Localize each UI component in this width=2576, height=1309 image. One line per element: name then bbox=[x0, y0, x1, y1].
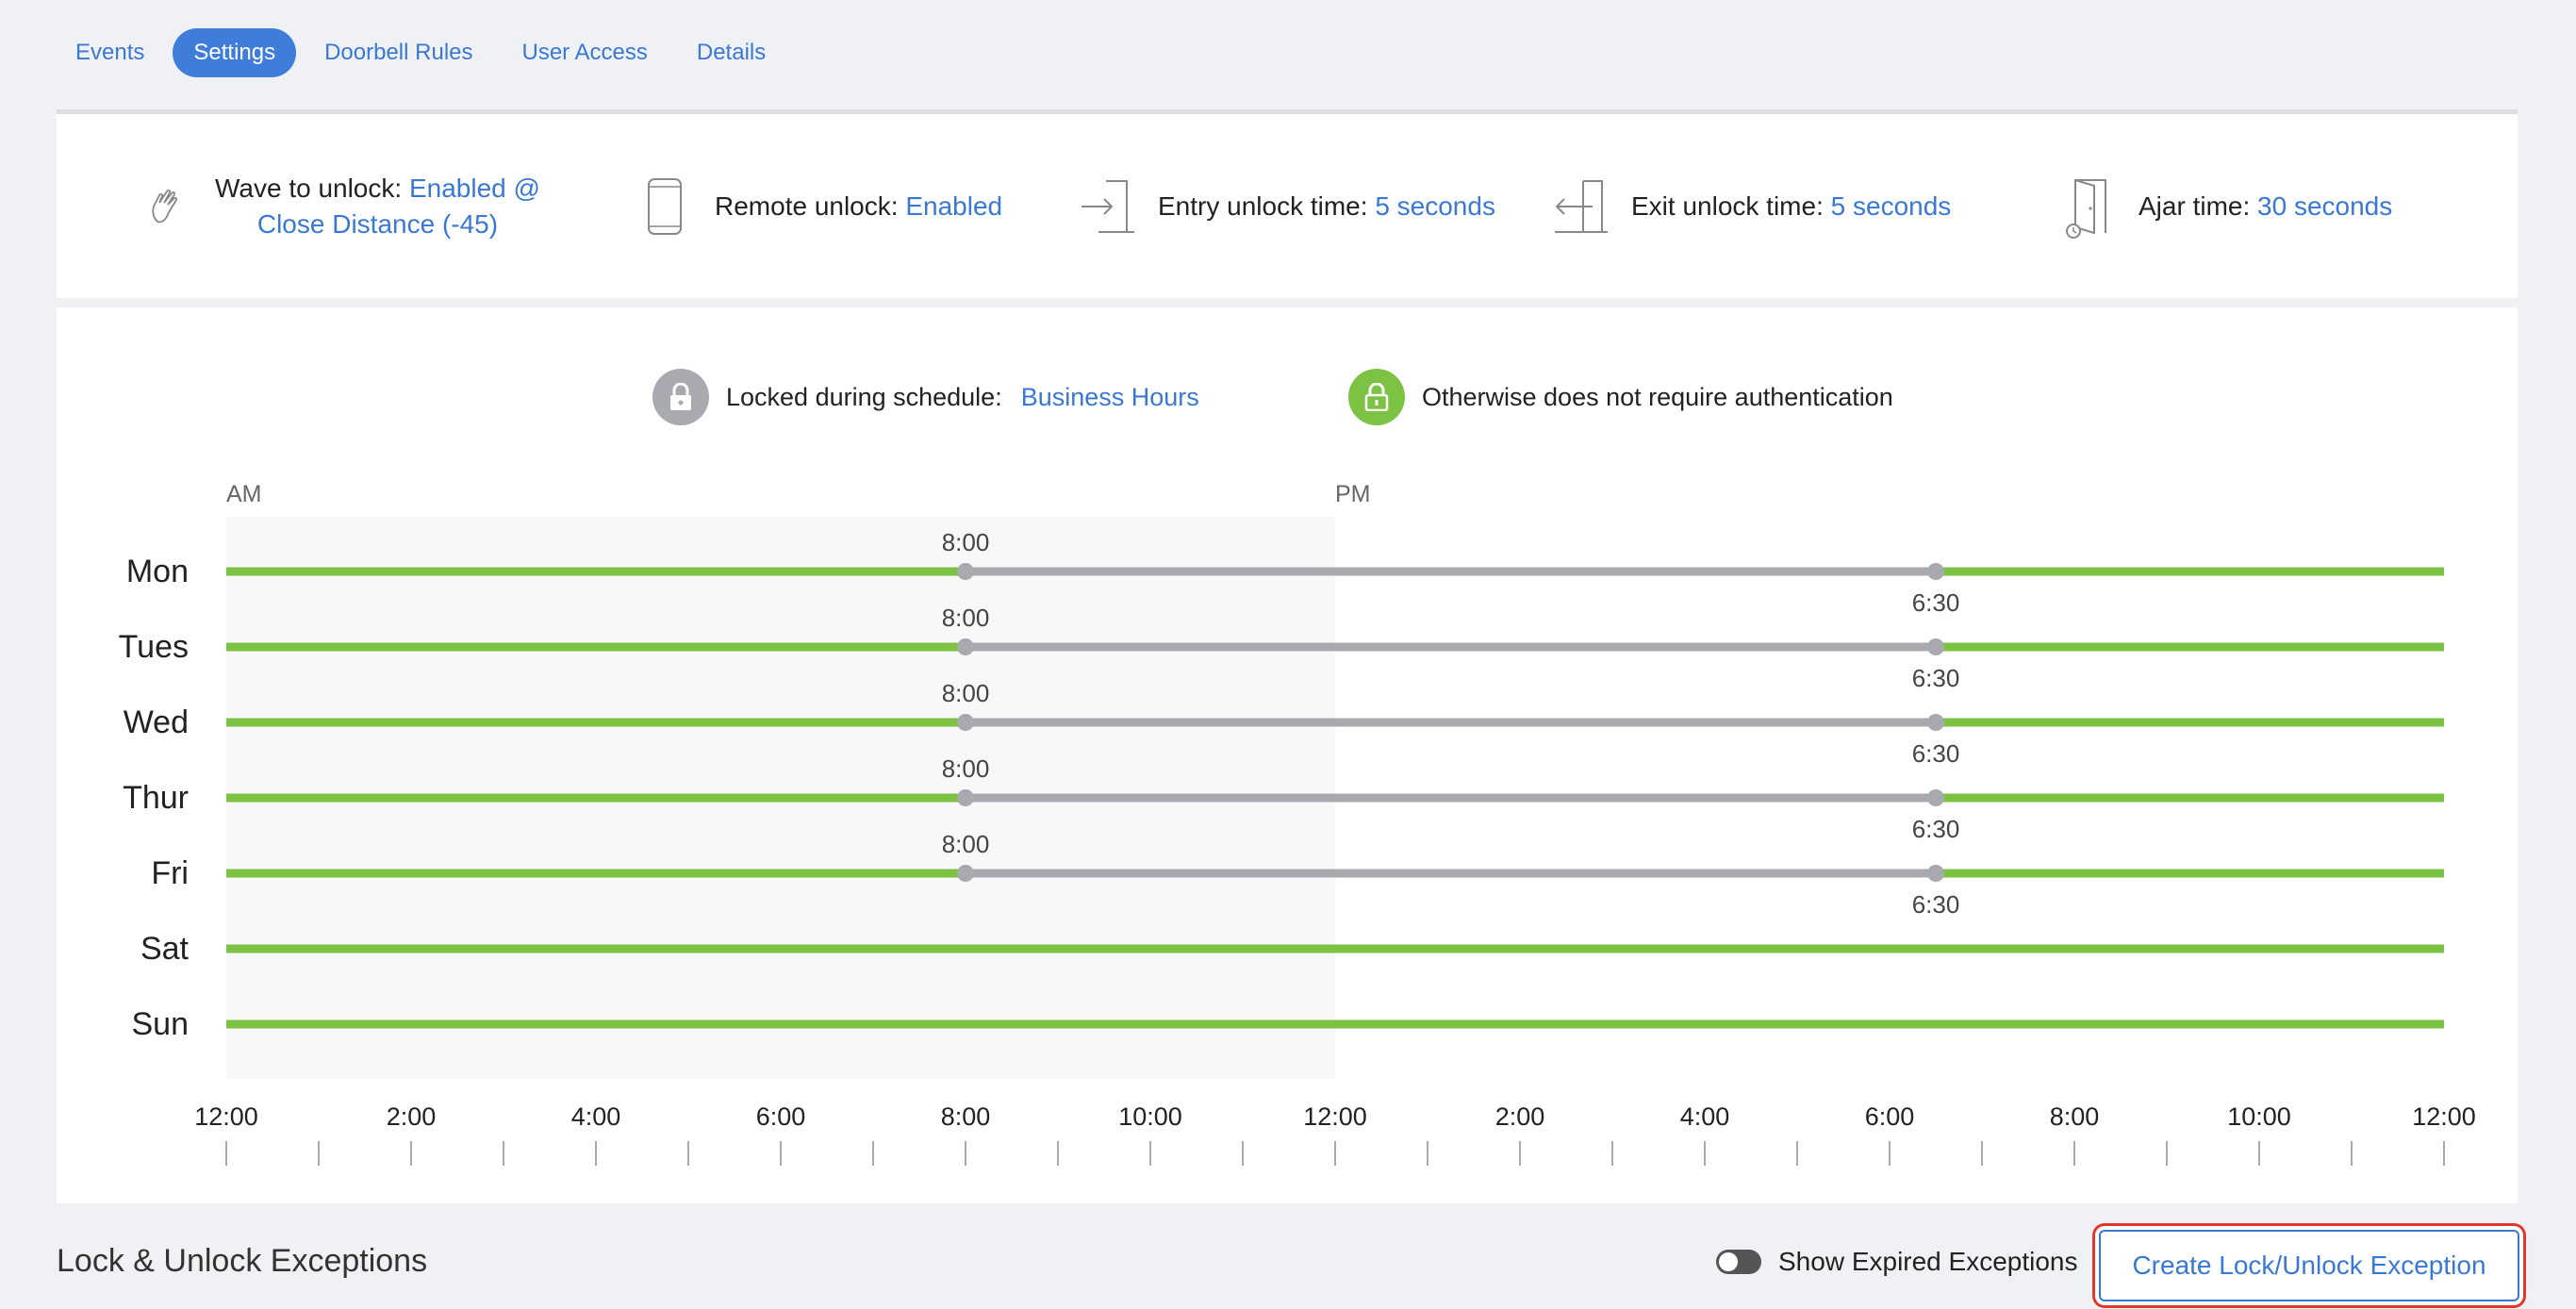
exit-label: Exit unlock time: bbox=[1631, 191, 1824, 221]
schedule-chart-svg: AM PM Mon 8:00 6:30 Tues 8:00 6:30 Wed 8:00 6:30 Th… bbox=[119, 481, 2476, 1166]
tab-settings[interactable]: Settings bbox=[173, 28, 297, 77]
lock-end-label: 6:30 bbox=[1912, 739, 1960, 768]
weekly-schedule-chart: AM PM Mon 8:00 6:30 Tues 8:00 6:30 Wed 8:00 6:30 Th… bbox=[57, 307, 2518, 1203]
x-tick-label: 8:00 bbox=[2050, 1102, 2100, 1131]
remote-label: Remote unlock: bbox=[715, 191, 899, 221]
wave-value-line2[interactable]: Close Distance (-45) bbox=[256, 208, 499, 239]
phone-icon bbox=[632, 174, 698, 240]
x-tick-label: 10:00 bbox=[2227, 1102, 2291, 1131]
create-exception-button[interactable]: Create Lock/Unlock Exception bbox=[2099, 1230, 2519, 1301]
lock-end-handle bbox=[1927, 563, 1944, 580]
wave-value-line1[interactable]: Enabled @ bbox=[408, 173, 540, 203]
locked-legend-item: Locked during schedule: Business Hours bbox=[652, 364, 1199, 430]
wave-label: Wave to unlock: bbox=[215, 173, 403, 203]
ajar-label: Ajar time: bbox=[2138, 191, 2251, 221]
lock-start-label: 8:00 bbox=[942, 528, 990, 556]
day-label-thur: Thur bbox=[123, 780, 189, 816]
locked-legend-label: Locked during schedule: bbox=[726, 382, 1002, 411]
lock-start-label: 8:00 bbox=[942, 679, 990, 707]
ajar-value[interactable]: 30 seconds bbox=[2257, 191, 2393, 221]
tab-doorbell-rules[interactable]: Doorbell Rules bbox=[324, 40, 473, 65]
x-tick-label: 4:00 bbox=[1680, 1102, 1730, 1131]
tab-details[interactable]: Details bbox=[696, 40, 767, 65]
remote-unlock-setting: Remote unlock: Enabled bbox=[632, 114, 1002, 298]
door-exit-icon bbox=[1548, 174, 1614, 240]
lock-start-handle bbox=[957, 865, 974, 882]
day-label-mon: Mon bbox=[126, 554, 189, 589]
exit-unlock-setting: Exit unlock time: 5 seconds bbox=[1548, 114, 1951, 298]
lock-start-handle bbox=[957, 638, 974, 655]
exceptions-title: Lock & Unlock Exceptions bbox=[57, 1243, 428, 1279]
entry-value[interactable]: 5 seconds bbox=[1375, 191, 1495, 221]
x-tick-label: 6:00 bbox=[1865, 1102, 1915, 1131]
lock-start-label: 8:00 bbox=[942, 830, 990, 858]
lock-end-handle bbox=[1927, 789, 1944, 806]
lock-end-label: 6:30 bbox=[1912, 890, 1960, 919]
x-tick-label: 2:00 bbox=[1495, 1102, 1545, 1131]
lock-start-handle bbox=[957, 789, 974, 806]
x-tick-label: 12:00 bbox=[194, 1102, 258, 1131]
show-expired-toggle[interactable] bbox=[1716, 1250, 1761, 1274]
day-label-sat: Sat bbox=[140, 931, 190, 967]
entry-unlock-setting: Entry unlock time: 5 seconds bbox=[1075, 114, 1495, 298]
ajar-time-setting: Ajar time: 30 seconds bbox=[2056, 114, 2392, 298]
schedule-name-link[interactable]: Business Hours bbox=[1020, 382, 1199, 411]
lock-start-handle bbox=[957, 714, 974, 731]
exit-value[interactable]: 5 seconds bbox=[1830, 191, 1952, 221]
tab-events[interactable]: Events bbox=[75, 40, 145, 65]
wave-hand-icon bbox=[132, 174, 198, 240]
x-tick-label: 4:00 bbox=[571, 1102, 621, 1131]
pm-label: PM bbox=[1335, 481, 1371, 507]
wave-to-unlock-setting: Wave to unlock: Enabled @ Close Distance… bbox=[132, 114, 540, 298]
lock-start-label: 8:00 bbox=[942, 604, 990, 632]
lock-end-handle bbox=[1927, 638, 1944, 655]
lock-end-label: 6:30 bbox=[1912, 815, 1960, 843]
door-settings-card: Wave to unlock: Enabled @ Close Distance… bbox=[57, 109, 2518, 298]
lock-end-label: 6:30 bbox=[1912, 664, 1960, 692]
tab-user-access[interactable]: User Access bbox=[521, 40, 648, 65]
entry-label: Entry unlock time: bbox=[1158, 191, 1368, 221]
day-label-fri: Fri bbox=[151, 855, 189, 891]
x-tick-label: 6:00 bbox=[756, 1102, 806, 1131]
lock-open-icon bbox=[1348, 369, 1405, 425]
show-expired-toggle-wrap: Show Expired Exceptions bbox=[1716, 1247, 2078, 1277]
day-label-tues: Tues bbox=[119, 629, 189, 665]
lock-start-label: 8:00 bbox=[942, 754, 990, 783]
lock-start-handle bbox=[957, 563, 974, 580]
door-entry-icon bbox=[1075, 174, 1141, 240]
lock-end-handle bbox=[1927, 714, 1944, 731]
unlocked-legend-label: Otherwise does not require authenticatio… bbox=[1422, 382, 1893, 411]
lock-schedule-card: Locked during schedule: Business Hours O… bbox=[57, 307, 2518, 1203]
lock-end-handle bbox=[1927, 865, 1944, 882]
day-label-wed: Wed bbox=[124, 704, 189, 740]
door-ajar-icon bbox=[2056, 174, 2122, 240]
am-label: AM bbox=[226, 481, 262, 507]
x-tick-label: 8:00 bbox=[941, 1102, 991, 1131]
x-tick-label: 2:00 bbox=[387, 1102, 437, 1131]
x-tick-label: 10:00 bbox=[1118, 1102, 1182, 1131]
lock-closed-icon bbox=[652, 369, 709, 425]
lock-end-label: 6:30 bbox=[1912, 588, 1960, 617]
unlocked-legend-item: Otherwise does not require authenticatio… bbox=[1348, 364, 1893, 430]
x-tick-label: 12:00 bbox=[2412, 1102, 2476, 1131]
x-tick-label: 12:00 bbox=[1303, 1102, 1367, 1131]
schedule-legend: Locked during schedule: Business Hours O… bbox=[57, 364, 2518, 430]
remote-value[interactable]: Enabled bbox=[905, 191, 1003, 221]
day-label-sun: Sun bbox=[132, 1006, 190, 1042]
tab-bar: Events Settings Doorbell Rules User Acce… bbox=[55, 28, 786, 77]
show-expired-label: Show Expired Exceptions bbox=[1778, 1247, 2078, 1276]
